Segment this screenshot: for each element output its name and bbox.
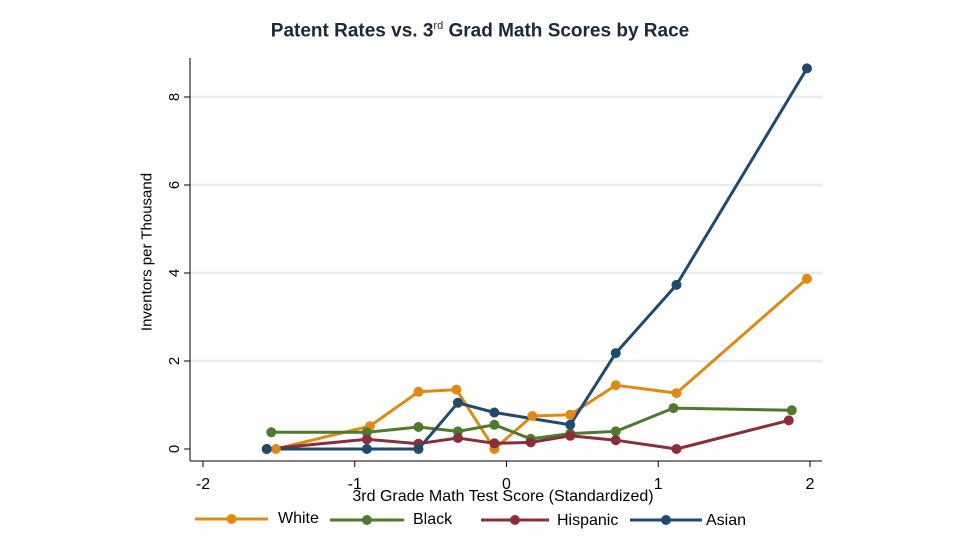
chart-title-post: Grad Math Scores by Race <box>443 20 690 42</box>
legend-marker-asian <box>661 515 671 525</box>
y-axis-ticks: 0 2 4 6 8 <box>166 93 190 453</box>
legend-label-asian: Asian <box>706 512 747 529</box>
y-tick-label: 8 <box>166 93 183 101</box>
series-line-black <box>271 406 792 441</box>
data-point-black <box>413 422 424 432</box>
legend-label-hispanic: Hispanic <box>557 512 619 529</box>
legend-marker-hispanic <box>510 515 520 525</box>
y-axis-label: Inventors per Thousand <box>138 172 156 332</box>
data-point-asian <box>361 444 372 454</box>
data-point-hispanic <box>671 444 682 454</box>
data-point-white <box>610 380 621 391</box>
chart-title-sup: rd <box>433 20 444 32</box>
data-point-white <box>671 388 682 399</box>
data-point-asian <box>671 279 682 290</box>
legend-markers <box>195 514 702 525</box>
x-tick-label: 2 <box>806 476 815 493</box>
data-point-white <box>565 409 576 420</box>
chart-title-pre: Patent Rates vs. 3 <box>270 20 434 42</box>
data-point-white <box>527 411 538 421</box>
grid-lines <box>190 95 822 363</box>
x-tick-label: -1 <box>348 476 362 493</box>
data-point-asian <box>610 348 621 359</box>
data-point-asian <box>413 444 424 454</box>
data-point-asian <box>489 407 500 418</box>
data-point-black <box>361 427 372 438</box>
series-line-hispanic <box>266 418 790 451</box>
y-tick-label: 2 <box>166 357 183 365</box>
data-point-asian <box>565 419 576 430</box>
x-tick-label: 1 <box>654 476 663 493</box>
data-point-asian <box>801 63 812 74</box>
x-tick-label: -2 <box>196 476 210 493</box>
plot-area <box>190 58 822 461</box>
data-point-asian <box>452 397 463 408</box>
data-point-hispanic <box>452 433 463 443</box>
legend-marker-white <box>226 514 237 524</box>
data-point-black <box>266 427 277 438</box>
x-tick-label: 0 <box>502 476 511 493</box>
data-point-black <box>786 405 797 416</box>
data-point-hispanic <box>565 430 576 441</box>
data-point-black <box>489 419 500 430</box>
data-point-black <box>668 403 679 414</box>
data-point-hispanic <box>525 437 536 448</box>
legend-label-black: Black <box>413 511 453 528</box>
data-point-white <box>270 444 281 454</box>
y-tick-label: 6 <box>166 181 183 189</box>
data-point-hispanic <box>489 438 500 449</box>
x-axis-label: 3rd Grade Math Test Score (Standardized) <box>352 488 654 505</box>
data-point-hispanic <box>361 434 372 445</box>
legend-marker-black <box>362 515 372 525</box>
data-point-hispanic <box>610 435 621 446</box>
x-axis-ticks: -2 -1 0 1 2 <box>196 461 815 493</box>
y-tick-label: 0 <box>166 445 183 453</box>
data-point-white <box>413 386 424 397</box>
data-point-asian <box>261 444 272 454</box>
data-point-black <box>610 426 621 437</box>
data-point-white <box>801 273 812 284</box>
chart-title: Patent Rates vs. 3rd Grad Math Scores by… <box>0 20 960 42</box>
data-point-white <box>451 384 462 395</box>
series-group <box>261 63 812 454</box>
data-point-hispanic <box>783 415 794 426</box>
legend-label-white: White <box>278 510 319 527</box>
y-tick-label: 4 <box>166 269 183 277</box>
